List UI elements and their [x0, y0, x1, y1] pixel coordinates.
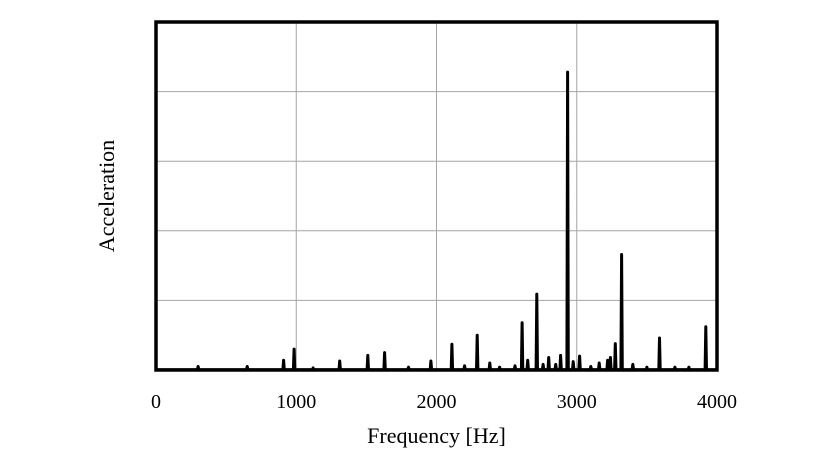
x-tick-label: 2000: [417, 391, 457, 413]
x-axis-title: Frequency [Hz]: [367, 423, 506, 448]
plot-frame: [154, 20, 719, 372]
grid-lines: [156, 22, 717, 370]
x-tick-label: 3000: [557, 391, 597, 413]
x-tick-labels: 0 1000 2000 3000 4000: [151, 391, 737, 413]
x-tick-label: 0: [151, 391, 161, 413]
y-axis-title: Acceleration: [94, 140, 119, 252]
x-tick-label: 4000: [697, 391, 737, 413]
x-tick-label: 1000: [276, 391, 316, 413]
